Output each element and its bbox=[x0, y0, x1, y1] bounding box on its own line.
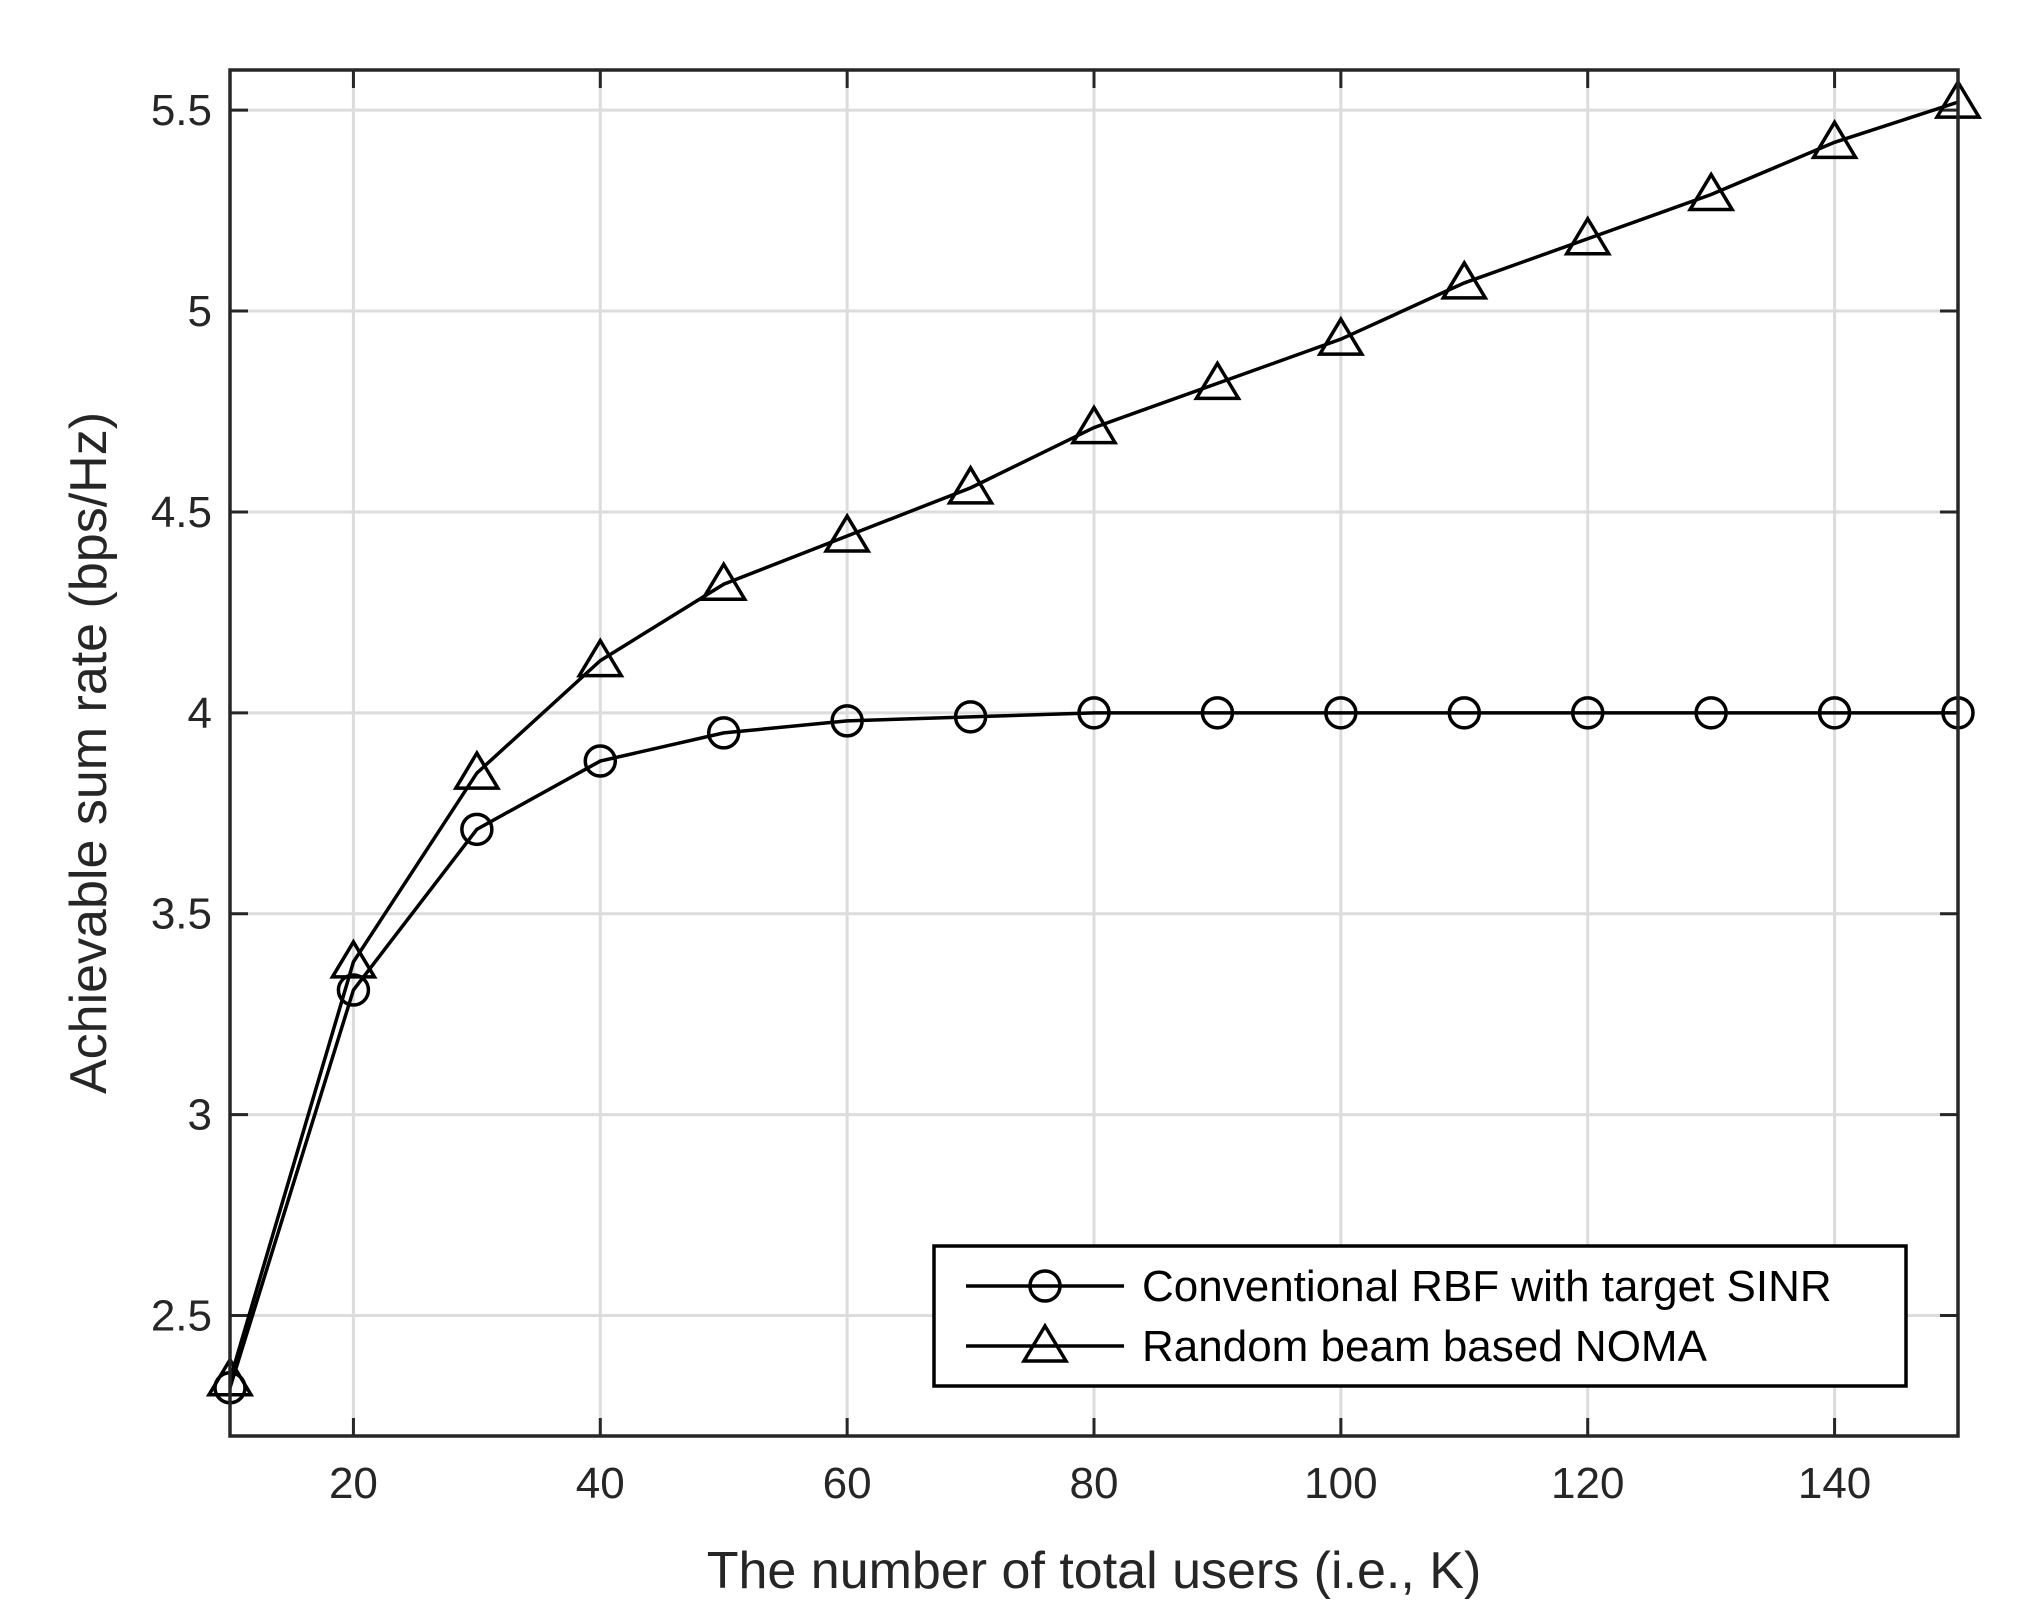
legend-triangle-marker bbox=[1020, 1322, 1070, 1363]
x-tick-label: 140 bbox=[1798, 1459, 1871, 1508]
triangle-data-point bbox=[1687, 171, 1736, 212]
x-tick-label: 60 bbox=[823, 1459, 872, 1508]
y-tick-label: 4.5 bbox=[151, 488, 212, 537]
triangle-data-point bbox=[699, 560, 748, 602]
series-line bbox=[228, 100, 1959, 1381]
circle-data-point bbox=[706, 716, 741, 750]
legend-label: Random beam based NOMA bbox=[1142, 1322, 1708, 1371]
triangle-data-point bbox=[1316, 315, 1365, 356]
y-tick-label: 3 bbox=[188, 1091, 212, 1140]
circle-data-point bbox=[1077, 696, 1111, 730]
circle-data-point bbox=[1570, 696, 1605, 730]
x-tick-label: 40 bbox=[576, 1459, 625, 1508]
x-tick-label: 20 bbox=[329, 1459, 378, 1508]
triangle-data-point bbox=[1193, 359, 1242, 401]
legend-entry: Conventional RBF with target SINR bbox=[966, 1262, 1832, 1311]
y-tick-label: 5 bbox=[188, 287, 212, 336]
triangle-data-point bbox=[823, 512, 872, 553]
circle-data-point bbox=[1694, 696, 1728, 730]
legend-entry: Random beam based NOMA bbox=[966, 1322, 1708, 1371]
circle-data-point bbox=[1817, 696, 1852, 730]
series-line bbox=[228, 711, 1958, 1389]
x-tick-label: 100 bbox=[1304, 1459, 1377, 1508]
plot-frame bbox=[228, 68, 1960, 1438]
legend-circle-marker bbox=[1028, 1269, 1062, 1303]
circle-data-point bbox=[336, 973, 371, 1007]
y-tick-label: 5.5 bbox=[151, 86, 212, 135]
x-tick-label: 80 bbox=[1070, 1459, 1119, 1508]
y-tick-label: 4 bbox=[188, 689, 212, 738]
y-tick-labels: 2.5 3 3.5 4 4.5 5 5.5 bbox=[151, 86, 212, 1340]
legend: Conventional RBF with target SINR Random … bbox=[932, 1244, 1908, 1388]
legend-box bbox=[932, 1244, 1908, 1388]
circle-data-point bbox=[1200, 696, 1235, 730]
triangle-data-point bbox=[329, 938, 378, 979]
y-axis-title: Achievable sum rate (bps/Hz) bbox=[60, 412, 118, 1094]
series-random-beam-noma bbox=[205, 78, 1983, 1397]
triangle-data-point bbox=[1069, 404, 1119, 445]
circle-data-point bbox=[583, 744, 618, 778]
x-tick-label: 120 bbox=[1551, 1459, 1624, 1508]
y-tick-label: 2.5 bbox=[151, 1291, 212, 1340]
circle-data-point bbox=[460, 812, 494, 847]
circle-data-point bbox=[1447, 696, 1482, 730]
triangle-data-point bbox=[946, 464, 995, 505]
x-axis-title: The number of total users (i.e., K) bbox=[707, 1542, 1482, 1600]
x-tick-labels: 20 40 60 80 100 120 140 bbox=[329, 1459, 1871, 1508]
triangle-data-point bbox=[1563, 215, 1612, 256]
circle-data-point bbox=[830, 704, 864, 738]
triangle-data-point bbox=[452, 749, 501, 790]
series-layer bbox=[205, 78, 1983, 1405]
triangle-data-point bbox=[1440, 259, 1489, 300]
triangle-data-point bbox=[1810, 118, 1859, 160]
triangle-data-point bbox=[576, 637, 625, 678]
circle-data-point bbox=[1324, 696, 1358, 730]
legend-label: Conventional RBF with target SINR bbox=[1142, 1262, 1832, 1311]
circle-data-point bbox=[953, 700, 988, 734]
y-tick-label: 3.5 bbox=[151, 890, 212, 939]
